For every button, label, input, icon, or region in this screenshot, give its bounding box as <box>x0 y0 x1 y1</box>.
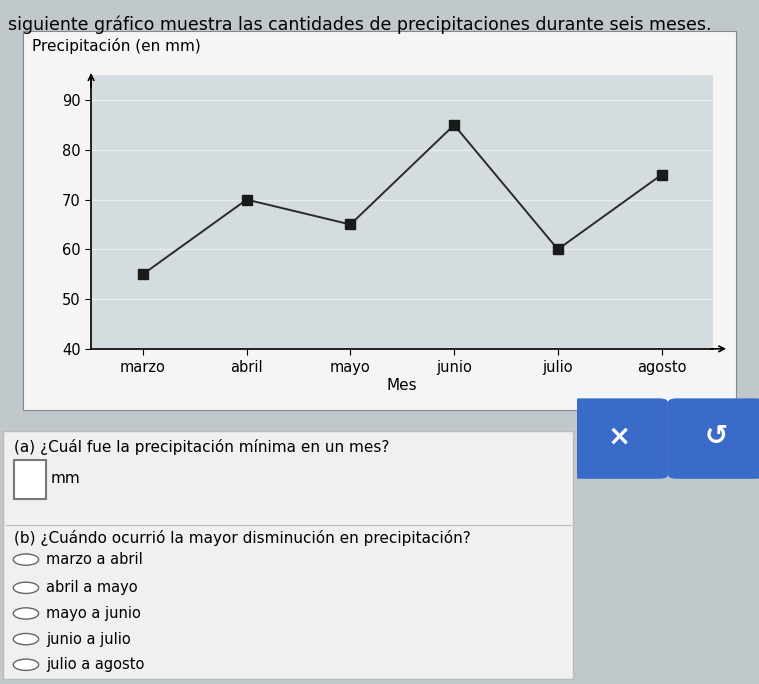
Circle shape <box>13 554 39 565</box>
Text: julio a agosto: julio a agosto <box>46 657 144 672</box>
Circle shape <box>13 633 39 645</box>
Text: mayo a junio: mayo a junio <box>46 606 141 621</box>
FancyBboxPatch shape <box>14 460 46 499</box>
Text: marzo a abril: marzo a abril <box>46 552 143 567</box>
Text: abril a mayo: abril a mayo <box>46 580 138 595</box>
Text: siguiente gráfico muestra las cantidades de precipitaciones durante seis meses.: siguiente gráfico muestra las cantidades… <box>8 15 711 34</box>
Text: (a) ¿Cuál fue la precipitación mínima en un mes?: (a) ¿Cuál fue la precipitación mínima en… <box>14 439 390 455</box>
Circle shape <box>13 608 39 619</box>
Circle shape <box>13 659 39 670</box>
Text: Precipitación (en mm): Precipitación (en mm) <box>32 38 200 53</box>
Text: mm: mm <box>51 471 80 486</box>
FancyBboxPatch shape <box>668 398 759 479</box>
Circle shape <box>13 582 39 594</box>
Text: ↺: ↺ <box>704 422 728 450</box>
FancyBboxPatch shape <box>572 398 668 479</box>
FancyBboxPatch shape <box>3 432 573 679</box>
Text: ×: × <box>608 422 631 450</box>
Text: junio a julio: junio a julio <box>46 631 131 646</box>
Text: (b) ¿Cuándo ocurrió la mayor disminución en precipitación?: (b) ¿Cuándo ocurrió la mayor disminución… <box>14 530 471 546</box>
X-axis label: Mes: Mes <box>387 378 417 393</box>
